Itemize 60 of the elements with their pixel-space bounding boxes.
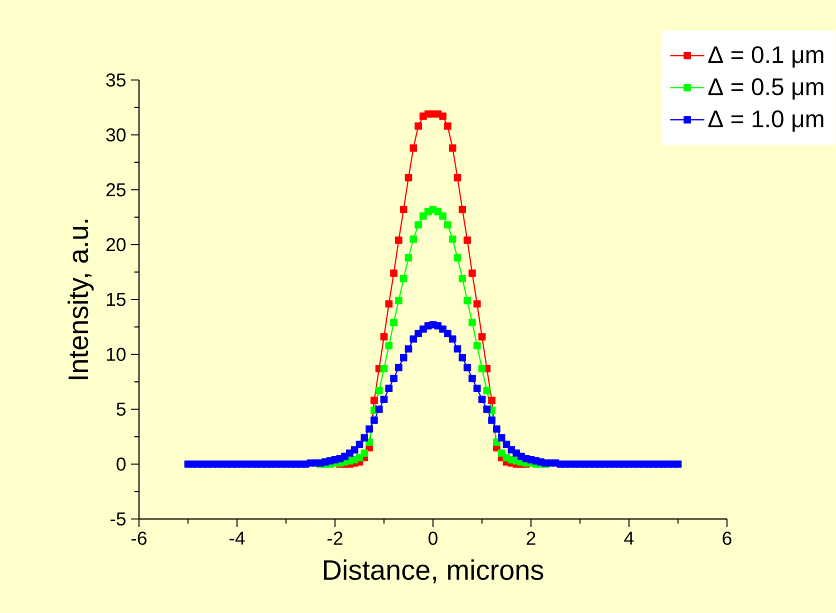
point bbox=[400, 274, 408, 282]
point bbox=[439, 112, 446, 120]
y-tick-label: 10 bbox=[106, 348, 126, 361]
point bbox=[380, 364, 388, 372]
point bbox=[464, 236, 471, 244]
point bbox=[454, 174, 462, 182]
y-tick-label: 25 bbox=[106, 183, 126, 196]
y-tick-label: 20 bbox=[106, 238, 126, 252]
x-tick-label: -2 bbox=[328, 532, 342, 545]
point bbox=[458, 206, 466, 214]
point bbox=[404, 254, 412, 262]
point bbox=[468, 318, 476, 326]
point bbox=[458, 274, 466, 282]
point bbox=[473, 300, 481, 308]
point bbox=[400, 206, 408, 214]
x-tick-label: 0 bbox=[428, 532, 438, 545]
x-tick-label: -4 bbox=[230, 532, 245, 545]
y-tick-label: 35 bbox=[106, 73, 126, 87]
point bbox=[478, 333, 486, 340]
point bbox=[464, 296, 471, 304]
point bbox=[488, 396, 496, 404]
point bbox=[414, 221, 422, 229]
point bbox=[395, 236, 402, 244]
point bbox=[380, 333, 388, 340]
point bbox=[410, 144, 418, 152]
point bbox=[439, 212, 446, 220]
point bbox=[385, 342, 393, 350]
x-tick-label: -6 bbox=[132, 532, 146, 545]
x-axis-title: Distance, microns bbox=[324, 559, 544, 584]
point bbox=[444, 221, 452, 229]
point bbox=[385, 300, 393, 308]
x-tick-label: 6 bbox=[722, 532, 732, 545]
legend-label: Δ = 0.5 μm bbox=[708, 78, 824, 100]
y-tick-label: 0 bbox=[116, 457, 126, 471]
point bbox=[390, 318, 398, 326]
point bbox=[370, 396, 378, 404]
point bbox=[414, 122, 422, 130]
point bbox=[444, 122, 452, 130]
point bbox=[473, 342, 481, 350]
y-axis-title: Intensity, a.u. bbox=[68, 220, 94, 380]
point bbox=[468, 269, 476, 277]
y-tick-label: -5 bbox=[110, 512, 126, 526]
y-tick-label: 30 bbox=[106, 128, 126, 142]
point bbox=[448, 235, 456, 243]
point bbox=[478, 364, 486, 372]
point bbox=[454, 254, 462, 262]
y-tick-label: 15 bbox=[106, 292, 126, 306]
x-tick-label: 4 bbox=[624, 532, 634, 545]
x-tick-label: 2 bbox=[526, 532, 536, 545]
legend-label: Δ = 0.1 μm bbox=[708, 46, 824, 68]
point bbox=[395, 296, 402, 304]
legend-label: Δ = 1.0 μm bbox=[708, 110, 824, 132]
point bbox=[448, 144, 456, 152]
point bbox=[410, 235, 418, 243]
y-tick-label: 5 bbox=[116, 402, 126, 416]
point bbox=[390, 269, 398, 277]
point bbox=[483, 386, 491, 394]
point bbox=[404, 174, 412, 182]
point bbox=[375, 386, 383, 394]
point bbox=[360, 449, 368, 457]
